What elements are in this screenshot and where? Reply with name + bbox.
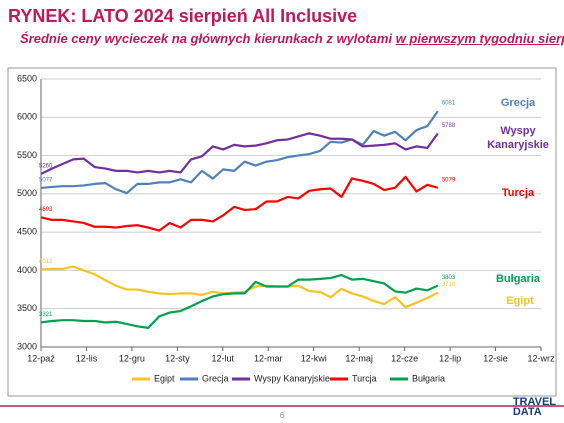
data-label: 5788 [442, 123, 456, 129]
data-label: 5077 [39, 178, 53, 184]
data-label: 6081 [442, 101, 456, 107]
y-tick-label: 4000 [17, 265, 37, 275]
series-line [40, 273, 439, 329]
y-tick-label: 6000 [17, 112, 37, 122]
y-tick-label: 5500 [17, 150, 37, 160]
series-annotation: Grecja [500, 97, 536, 109]
subtitle-part: Średnie ceny wycieczek na głównych kieru… [20, 31, 396, 46]
series-line [40, 132, 439, 175]
data-label: 4693 [39, 207, 53, 213]
legend-label: Bułgaria [412, 373, 445, 383]
x-tick-label: 12-wrz [527, 353, 555, 363]
logo-text: DATA [512, 406, 542, 418]
x-tick-label: 12-maj [345, 353, 373, 363]
x-tick-label: 12-lut [212, 353, 235, 363]
x-tick-label: 12-cze [391, 353, 418, 363]
data-label: 4012 [39, 259, 53, 265]
data-label: 3321 [39, 312, 53, 318]
x-tick-label: 12-sty [165, 353, 190, 363]
series-line [40, 110, 439, 195]
x-tick-label: 12-lip [439, 353, 461, 363]
data-label: 5079 [442, 177, 456, 183]
series-annotation: Egipt [506, 295, 534, 307]
x-tick-label: 12-mar [254, 353, 283, 363]
title: RYNEK: LATO 2024 sierpień All Inclusive [8, 6, 358, 26]
logo-text: TRAVEL [512, 396, 556, 408]
x-tick-label: 12-lis [76, 353, 98, 363]
y-tick-label: 5000 [17, 188, 37, 198]
legend-label: Turcja [352, 373, 377, 383]
series-annotation: Turcja [501, 187, 535, 199]
data-label: 3803 [442, 275, 456, 281]
data-label: 5260 [39, 164, 53, 170]
page-number: 6 [280, 411, 285, 420]
chart-frame [7, 67, 557, 397]
logo: TRAVEL DATA [512, 396, 556, 418]
subtitle-part: w pierwszym tygodniu sierpnia [395, 31, 564, 46]
legend-label: Egipt [154, 373, 175, 383]
y-tick-label: 3000 [17, 341, 37, 351]
series-line [40, 175, 439, 232]
y-tick-label: 4500 [17, 227, 37, 237]
x-tick-label: 12-paź [27, 353, 55, 363]
series-annotation: Bułgaria [495, 273, 540, 285]
y-tick-label: 3500 [17, 303, 37, 313]
subtitle: Średnie ceny wycieczek na głównych kieru… [20, 31, 564, 46]
series-annotation: Wyspy Kanaryjskie [487, 125, 549, 151]
data-label: 3710 [442, 282, 456, 288]
legend-label: Wyspy Kanaryjskie [254, 373, 330, 383]
legend-label: Grecja [202, 373, 229, 383]
x-tick-label: 12-sie [483, 353, 508, 363]
x-tick-label: 12-kwi [301, 353, 327, 363]
series-line [40, 265, 439, 309]
y-tick-label: 6500 [17, 73, 37, 83]
x-tick-label: 12-gru [119, 353, 145, 363]
